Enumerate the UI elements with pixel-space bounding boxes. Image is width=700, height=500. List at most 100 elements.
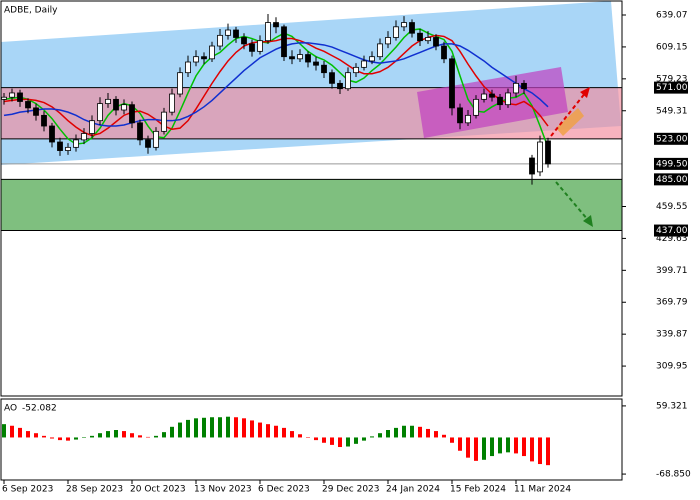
ao-bar — [122, 431, 126, 438]
candle-body — [193, 56, 199, 63]
ao-bar — [346, 437, 350, 447]
ao-bar — [458, 437, 462, 451]
zone — [1, 179, 622, 231]
candle-body — [545, 140, 551, 165]
ao-bar — [514, 437, 518, 454]
y-tick-label: 579.23 — [656, 74, 688, 84]
candle-body — [289, 56, 295, 60]
x-tick-label: 24 Jan 2024 — [386, 485, 440, 495]
ao-bar — [10, 425, 14, 438]
candle-body — [17, 92, 23, 102]
ao-bar — [18, 427, 22, 438]
ao-bar — [82, 437, 86, 438]
ao-bar — [538, 437, 542, 465]
ao-bar — [146, 436, 150, 438]
candle-body — [265, 22, 271, 42]
candle-body — [409, 22, 415, 34]
candle-body — [89, 120, 95, 134]
chart-title: ADBE, Daily — [4, 6, 58, 16]
candle-body — [49, 125, 55, 143]
candle-body — [305, 54, 311, 63]
candle-body — [433, 37, 439, 47]
up-arrow-head — [580, 87, 590, 98]
x-tick-label: 6 Dec 2023 — [258, 485, 310, 495]
ao-bar — [426, 428, 430, 438]
candle-body — [169, 93, 175, 113]
candle-body — [257, 40, 263, 52]
candle-body — [369, 56, 375, 62]
ao-bar — [234, 417, 238, 438]
candle-body — [385, 37, 391, 45]
candle-body — [153, 130, 159, 148]
up-arrow — [550, 91, 587, 137]
ao-name: AO — [4, 404, 17, 414]
ao-bar — [474, 437, 478, 461]
ao-bar — [482, 437, 486, 460]
y-tick-label: 399.71 — [656, 266, 688, 276]
candle-body — [201, 56, 207, 60]
ao-bar — [106, 431, 110, 438]
candles — [1, 14, 551, 185]
y-tick-label: 639.07 — [656, 11, 688, 21]
candle-body — [281, 26, 287, 58]
down-arrow-head — [583, 215, 593, 227]
candle-body — [73, 139, 79, 148]
candle-body — [129, 104, 135, 124]
ao-bar — [74, 437, 78, 440]
candle-body — [121, 104, 127, 111]
ao-bar — [434, 431, 438, 438]
candle-body — [9, 92, 15, 98]
candle-body — [145, 139, 151, 148]
y-tick-label: 429.63 — [656, 234, 688, 244]
ao-bar — [498, 437, 502, 454]
x-tick-label: 29 Dec 2023 — [322, 485, 380, 495]
highlight — [556, 108, 584, 136]
candle-body — [161, 111, 167, 132]
candle-body — [313, 61, 319, 66]
ao-bar — [506, 437, 510, 453]
candle-body — [441, 45, 447, 60]
candle-body — [401, 22, 407, 28]
ao-bar — [330, 437, 334, 445]
candle-body — [425, 37, 431, 42]
ao-bar — [490, 437, 494, 457]
level-label-box — [654, 173, 688, 186]
ao-bar — [250, 420, 254, 438]
y-tick-label: 549.31 — [656, 106, 688, 116]
candle-body — [137, 122, 143, 141]
ao-bar — [202, 417, 206, 438]
candle-body — [217, 34, 223, 47]
range-box — [417, 67, 568, 138]
candle-body — [337, 82, 343, 90]
ao-bar — [194, 418, 198, 438]
ao-bar — [66, 437, 70, 441]
ao-bar — [274, 425, 278, 438]
candle-body — [241, 37, 247, 45]
candle-body — [489, 93, 495, 98]
ao-bar — [466, 437, 470, 458]
x-tick-label: 28 Sep 2023 — [66, 485, 123, 495]
ao-bar — [362, 437, 366, 441]
ao-bar — [178, 422, 182, 438]
ao-bar — [338, 437, 342, 448]
candle-body — [297, 54, 303, 60]
ao-bar — [226, 416, 230, 438]
level-label: 437.00 — [656, 226, 688, 236]
candle-body — [481, 93, 487, 100]
candle-body — [185, 61, 191, 74]
ao-bar — [2, 424, 6, 438]
candle-body — [177, 72, 183, 95]
ao-bar — [522, 437, 526, 457]
x-tick-label: 11 Mar 2024 — [514, 485, 571, 495]
ao-bar — [386, 430, 390, 438]
candle-body — [113, 98, 119, 111]
ao-value: -52.082 — [22, 404, 57, 414]
ao-bar — [258, 422, 262, 438]
ao-bar — [394, 427, 398, 438]
level-label-box — [654, 132, 688, 145]
x-tick-label: 6 Sep 2023 — [2, 485, 53, 495]
candle-body — [537, 141, 543, 173]
y-tick-label: 369.79 — [656, 298, 688, 308]
ao-bar — [282, 427, 286, 438]
